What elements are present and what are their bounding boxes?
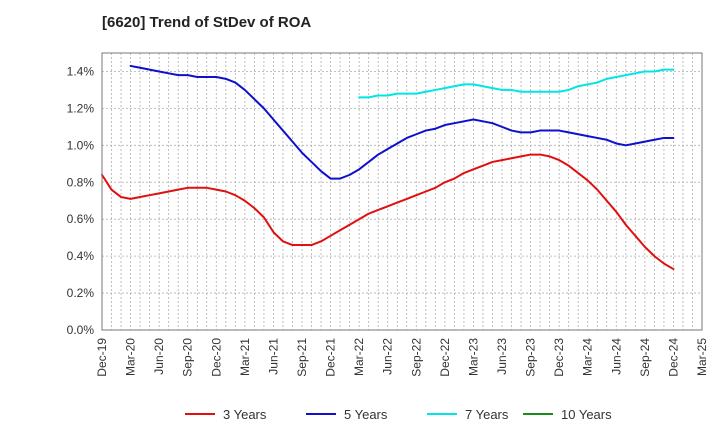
x-tick-label: Mar-25: [695, 338, 709, 376]
x-tick-label: Dec-21: [324, 338, 338, 377]
grid-layer: [102, 53, 702, 330]
x-tick-label: Sep-24: [638, 338, 652, 377]
y-tick-label: 0.0%: [67, 323, 95, 337]
legend-label: 10 Years: [561, 407, 612, 422]
x-tick-label: Mar-23: [466, 338, 480, 376]
x-tick-label: Jun-21: [266, 338, 280, 375]
x-tick-label: Dec-19: [95, 338, 109, 377]
y-tick-label: 0.6%: [67, 212, 95, 226]
x-tick-label: Jun-22: [381, 338, 395, 375]
y-tick-label: 0.8%: [67, 175, 95, 189]
x-tick-label: Jun-24: [609, 338, 623, 375]
x-tick-label: Jun-23: [495, 338, 509, 375]
x-tick-label: Sep-23: [524, 338, 538, 377]
chart-title: [6620] Trend of StDev of ROA: [102, 14, 312, 31]
x-tick-label: Dec-22: [438, 338, 452, 377]
x-tick-label: Sep-21: [295, 338, 309, 377]
x-tick-label: Jun-20: [152, 338, 166, 375]
legend-label: 5 Years: [344, 407, 388, 422]
x-tick-label: Mar-24: [581, 338, 595, 376]
y-tick-label: 1.0%: [67, 138, 95, 152]
plot-frame: [101, 52, 703, 331]
x-tick-label: Dec-23: [552, 338, 566, 377]
x-tick-label: Dec-24: [666, 338, 680, 377]
y-axis-ticks: 0.0% 0.2% 0.4% 0.6% 0.8% 1.0% 1.2% 1.4%: [67, 64, 95, 337]
x-tick-label: Sep-20: [181, 338, 195, 377]
y-tick-label: 1.4%: [67, 64, 95, 78]
y-tick-label: 0.2%: [67, 286, 95, 300]
series-line-5-years: [129, 64, 675, 180]
series-layer: [101, 64, 675, 271]
x-axis-ticks: Dec-19 Mar-20 Jun-20 Sep-20 Dec-20 Mar-21 Jun-…: [95, 338, 709, 377]
series-line-7-years: [358, 68, 675, 99]
legend-label: 7 Years: [465, 407, 509, 422]
x-tick-label: Mar-22: [352, 338, 366, 376]
y-tick-label: 1.2%: [67, 101, 95, 115]
legend: 3 Years 5 Years 7 Years 10 Years: [185, 407, 612, 422]
x-tick-label: Dec-20: [209, 338, 223, 377]
series-line-3-years: [101, 153, 675, 271]
x-tick-label: Sep-22: [409, 338, 423, 377]
legend-label: 3 Years: [223, 407, 267, 422]
x-tick-label: Mar-21: [238, 338, 252, 376]
y-tick-label: 0.4%: [67, 249, 95, 263]
x-tick-label: Mar-20: [124, 338, 138, 376]
